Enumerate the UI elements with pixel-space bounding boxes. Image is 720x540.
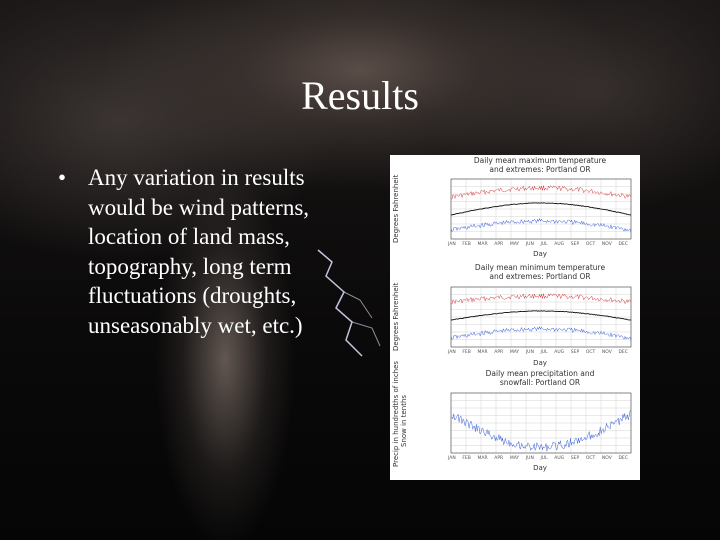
panel-title: Daily mean minimum temperature and extre… bbox=[474, 263, 606, 281]
month-label: APR bbox=[494, 242, 504, 247]
low-line bbox=[450, 217, 632, 233]
plot-frame bbox=[450, 178, 632, 240]
y-axis-label-2: Snow in tenths bbox=[400, 394, 408, 447]
month-label: JUN bbox=[525, 350, 534, 355]
month-label: FEB bbox=[462, 456, 471, 461]
month-label: OCT bbox=[585, 350, 596, 355]
month-label: AUG bbox=[554, 350, 565, 355]
month-label: MAR bbox=[477, 350, 488, 355]
month-label: DEC bbox=[618, 350, 628, 355]
panel-min-temp: Daily mean minimum temperature and extre… bbox=[390, 261, 640, 369]
month-label: MAY bbox=[509, 350, 520, 355]
month-label: JUL bbox=[540, 242, 548, 247]
mean-line bbox=[451, 202, 632, 216]
month-label: AUG bbox=[554, 242, 565, 247]
chart-precip bbox=[450, 392, 632, 454]
month-label: MAR bbox=[477, 456, 488, 461]
low-line bbox=[450, 325, 632, 341]
month-label: MAY bbox=[509, 456, 520, 461]
plot-frame bbox=[450, 286, 632, 348]
chart-max-temp bbox=[450, 178, 632, 240]
panel-max-temp: Daily mean maximum temperature and extre… bbox=[390, 155, 640, 263]
month-label: AUG bbox=[554, 456, 565, 461]
month-label: MAY bbox=[509, 242, 520, 247]
month-label: JUN bbox=[525, 242, 534, 247]
month-label: MAR bbox=[477, 242, 488, 247]
x-axis-label: Day bbox=[533, 250, 547, 258]
bullet-item: Any variation in results would be wind p… bbox=[58, 163, 358, 340]
mean-line bbox=[450, 310, 632, 321]
month-label: FEB bbox=[462, 242, 471, 247]
panel-title: Daily mean precipitation and snowfall: P… bbox=[485, 369, 595, 387]
x-axis-label: Day bbox=[533, 359, 547, 367]
month-label: JUN bbox=[525, 456, 534, 461]
month-labels: JAN FEB MAR APR MAY JUN JUL AUG SEP OCT NOV DEC bbox=[448, 242, 628, 247]
month-label: JUL bbox=[540, 350, 548, 355]
month-label: FEB bbox=[462, 350, 471, 355]
panel-title: Daily mean maximum temperature and extre… bbox=[473, 156, 607, 174]
month-labels: JAN FEB MAR APR MAY JUN JUL AUG SEP OCT NOV DEC bbox=[448, 350, 628, 355]
high-line bbox=[450, 293, 632, 305]
month-label: APR bbox=[494, 350, 504, 355]
month-labels: JAN FEB MAR APR MAY JUN JUL AUG SEP OCT NOV DEC bbox=[448, 456, 628, 461]
high-line bbox=[451, 185, 632, 200]
y-axis-label: Degrees Fahrenheit bbox=[392, 282, 400, 351]
y-axis-label: Degrees Fahrenheit bbox=[392, 174, 400, 243]
month-label: JUL bbox=[540, 456, 548, 461]
month-label: NOV bbox=[601, 242, 612, 247]
month-label: APR bbox=[494, 456, 504, 461]
month-label: NOV bbox=[601, 350, 612, 355]
month-label: JAN bbox=[448, 456, 456, 461]
month-label: SEP bbox=[570, 350, 580, 355]
panel-precip: Daily mean precipitation and snowfall: P… bbox=[390, 361, 640, 480]
month-label: OCT bbox=[585, 456, 596, 461]
month-label: JAN bbox=[448, 350, 456, 355]
month-label: JAN bbox=[448, 242, 456, 247]
precip-line bbox=[450, 410, 632, 452]
chart-min-temp bbox=[450, 286, 632, 348]
month-label: DEC bbox=[618, 242, 628, 247]
month-label: DEC bbox=[618, 456, 628, 461]
bullet-list: Any variation in results would be wind p… bbox=[58, 163, 358, 340]
x-axis-label: Day bbox=[533, 464, 547, 472]
y-axis-label: Precip in hundredths of inches bbox=[392, 360, 400, 467]
climate-figure: Daily mean maximum temperature and extre… bbox=[390, 155, 640, 480]
month-label: NOV bbox=[601, 456, 612, 461]
plot-frame bbox=[450, 392, 632, 454]
month-label: SEP bbox=[570, 456, 580, 461]
slide-title: Results bbox=[301, 73, 419, 118]
month-label: SEP bbox=[570, 242, 580, 247]
month-label: OCT bbox=[585, 242, 596, 247]
